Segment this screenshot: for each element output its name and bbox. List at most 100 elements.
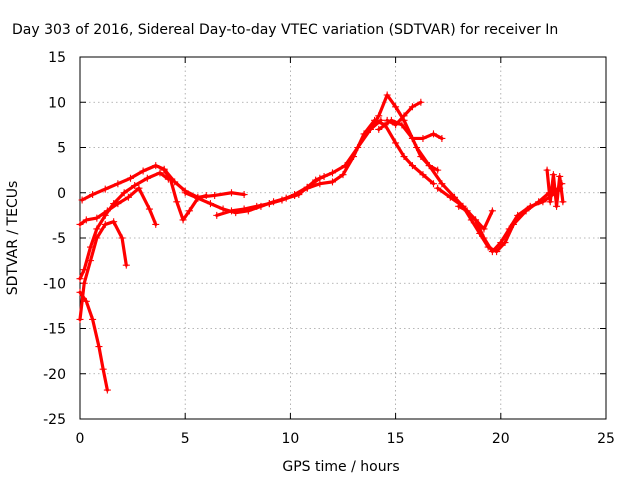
data-point-marker bbox=[549, 171, 557, 179]
data-series-track-13 bbox=[413, 144, 564, 256]
data-point-marker bbox=[227, 189, 235, 197]
data-point-marker bbox=[78, 196, 86, 204]
data-point-marker bbox=[227, 207, 235, 215]
data-point-marker bbox=[101, 220, 109, 228]
data-point-marker bbox=[472, 216, 480, 224]
data-point-marker bbox=[408, 134, 416, 142]
data-point-marker bbox=[505, 225, 513, 233]
data-point-marker bbox=[339, 171, 347, 179]
data-point-marker bbox=[124, 193, 132, 201]
data-point-marker bbox=[392, 139, 400, 147]
data-point-marker bbox=[488, 248, 496, 256]
grid-layer bbox=[80, 57, 606, 419]
data-point-marker bbox=[206, 200, 214, 208]
data-point-marker bbox=[143, 174, 151, 182]
data-point-marker bbox=[240, 191, 248, 199]
data-point-marker bbox=[213, 211, 221, 219]
data-point-marker bbox=[181, 189, 189, 197]
data-point-marker bbox=[89, 315, 97, 323]
y-tick-label: 0 bbox=[57, 186, 66, 202]
series-line bbox=[436, 182, 564, 254]
y-axis-label: SDTVAR / TECUs bbox=[5, 181, 21, 296]
data-series-track-1 bbox=[76, 288, 111, 394]
data-series-track-5 bbox=[78, 162, 248, 204]
data-series-track-10 bbox=[366, 91, 442, 174]
x-tick-label: 25 bbox=[597, 431, 615, 447]
data-point-marker bbox=[76, 315, 84, 323]
x-tick-label: 10 bbox=[281, 431, 299, 447]
data-point-marker bbox=[419, 171, 427, 179]
data-point-marker bbox=[126, 174, 134, 182]
axis-ticks: 0 5 10 15 20 25 -25 -20 -15 -10 -5 0 5 10 15 bbox=[43, 50, 615, 447]
data-point-marker bbox=[514, 211, 522, 219]
series-line bbox=[267, 118, 436, 206]
data-point-marker bbox=[488, 207, 496, 215]
data-series-track-15 bbox=[455, 202, 496, 233]
data-point-marker bbox=[166, 175, 174, 183]
data-point-marker bbox=[114, 200, 122, 208]
data-point-marker bbox=[408, 162, 416, 170]
plot-border bbox=[79, 56, 607, 420]
data-point-marker bbox=[219, 205, 227, 213]
data-series-track-14 bbox=[434, 180, 566, 256]
data-point-marker bbox=[480, 225, 488, 233]
data-point-marker bbox=[95, 343, 103, 351]
data-point-marker bbox=[278, 196, 286, 204]
series-line bbox=[215, 118, 383, 217]
data-point-marker bbox=[211, 191, 219, 199]
data-point-marker bbox=[463, 207, 471, 215]
data-point-marker bbox=[194, 194, 202, 202]
data-point-marker bbox=[553, 202, 561, 210]
data-point-marker bbox=[145, 205, 153, 213]
data-series-track-12 bbox=[375, 116, 446, 142]
data-point-marker bbox=[265, 200, 273, 208]
data-point-marker bbox=[366, 125, 374, 133]
data-point-marker bbox=[179, 216, 187, 224]
data-point-marker bbox=[526, 202, 534, 210]
data-point-marker bbox=[303, 184, 311, 192]
data-point-marker bbox=[543, 166, 551, 174]
data-point-marker bbox=[99, 365, 107, 373]
series-line bbox=[78, 290, 109, 392]
data-point-marker bbox=[429, 180, 437, 188]
data-series-track-4 bbox=[76, 184, 160, 228]
y-tick-label: -25 bbox=[43, 412, 66, 428]
data-point-marker bbox=[455, 202, 463, 210]
data-series-track-16 bbox=[543, 166, 567, 210]
data-point-marker bbox=[383, 91, 391, 99]
data-point-marker bbox=[400, 153, 408, 161]
data-point-marker bbox=[120, 189, 128, 197]
data-layer bbox=[76, 91, 567, 394]
data-point-marker bbox=[135, 184, 143, 192]
data-point-marker bbox=[118, 234, 126, 242]
data-point-marker bbox=[480, 234, 488, 242]
data-point-marker bbox=[76, 275, 84, 283]
data-point-marker bbox=[202, 191, 210, 199]
data-point-marker bbox=[434, 166, 442, 174]
data-point-marker bbox=[419, 134, 427, 142]
data-series-track-7 bbox=[181, 172, 328, 217]
data-point-marker bbox=[328, 169, 336, 177]
y-tick-label: -15 bbox=[43, 322, 66, 338]
data-point-marker bbox=[387, 116, 395, 124]
data-point-marker bbox=[291, 191, 299, 199]
data-point-marker bbox=[425, 162, 433, 170]
data-point-marker bbox=[438, 180, 446, 188]
data-point-marker bbox=[413, 144, 421, 151]
data-point-marker bbox=[156, 169, 164, 177]
data-point-marker bbox=[417, 98, 425, 106]
data-point-marker bbox=[152, 162, 160, 170]
y-tick-label: 10 bbox=[48, 95, 66, 111]
data-series-track-8 bbox=[213, 116, 385, 219]
data-point-marker bbox=[253, 202, 261, 210]
data-point-marker bbox=[328, 178, 336, 186]
data-point-marker bbox=[89, 191, 97, 199]
data-point-marker bbox=[114, 180, 122, 188]
data-point-marker bbox=[101, 185, 109, 193]
data-point-marker bbox=[185, 207, 193, 215]
data-point-marker bbox=[497, 239, 505, 247]
data-point-marker bbox=[82, 216, 90, 224]
y-tick-label: -20 bbox=[43, 367, 66, 383]
data-point-marker bbox=[139, 167, 147, 175]
